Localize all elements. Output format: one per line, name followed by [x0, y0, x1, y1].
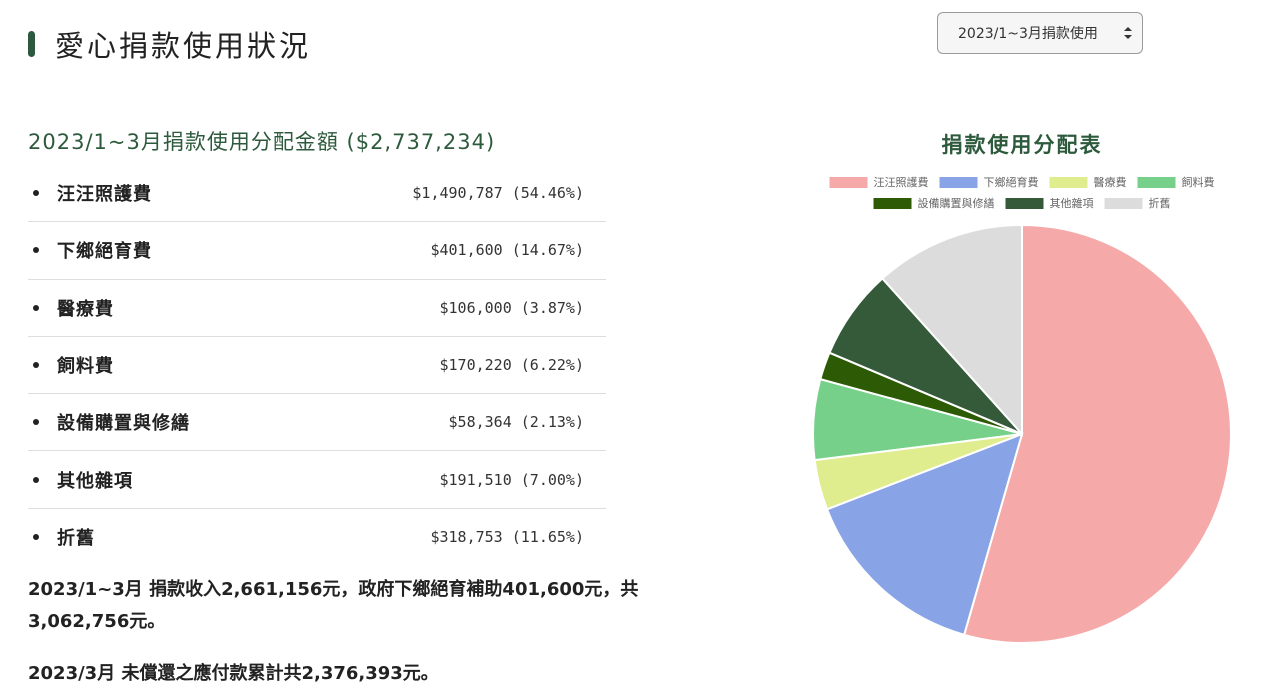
legend-swatch[interactable]	[1049, 177, 1088, 188]
payable-note: 2023/3月 未償還之應付款累計共2,376,393元。	[28, 663, 439, 684]
pie-slice[interactable]	[962, 223, 1232, 644]
legend-swatch[interactable]	[873, 198, 912, 209]
list-item: 設備購置與修繕 $58,364 (2.13%)	[28, 394, 606, 452]
bullet	[33, 362, 39, 369]
list-item: 飼料費 $170,220 (6.22%)	[28, 337, 606, 395]
income-note: 2023/1~3月 捐款收入2,661,156元，政府下鄉絕育補助401,600…	[28, 579, 639, 632]
bullet	[33, 247, 39, 254]
list-item: 下鄉絕育費 $401,600 (14.67%)	[28, 222, 606, 280]
bullet	[33, 190, 39, 197]
legend-swatch[interactable]	[1005, 198, 1044, 209]
up-down-arrows-icon	[1124, 27, 1132, 39]
legend-label[interactable]: 折舊	[1149, 196, 1171, 210]
title-bar-marker	[28, 31, 35, 57]
list-item: 汪汪照護費 $1,490,787 (54.46%)	[28, 165, 606, 223]
legend-label[interactable]: 飼料費	[1182, 175, 1215, 189]
legend-label[interactable]: 下鄉絕育費	[984, 175, 1039, 189]
period-select-value: 2023/1~3月捐款使用	[958, 26, 1098, 42]
item-value: $58,364 (2.13%)	[448, 413, 584, 432]
legend-label[interactable]: 醫療費	[1094, 175, 1127, 189]
bullet	[33, 419, 39, 426]
item-value: $401,600 (14.67%)	[430, 241, 584, 260]
pie-slice[interactable]	[880, 223, 1023, 437]
item-value: $191,510 (7.00%)	[439, 470, 585, 489]
legend-label[interactable]: 其他雜項	[1050, 196, 1094, 210]
legend-swatch[interactable]	[1137, 177, 1176, 188]
legend-label[interactable]: 汪汪照護費	[874, 175, 929, 189]
item-label: 汪汪照護費	[57, 184, 152, 206]
legend-label[interactable]: 設備購置與修繕	[918, 196, 995, 210]
legend-swatch[interactable]	[939, 177, 978, 188]
item-label: 折舊	[57, 528, 95, 550]
period-select[interactable]: 2023/1~3月捐款使用	[937, 12, 1143, 54]
pie-slice[interactable]	[825, 432, 1024, 637]
legend-swatch[interactable]	[1104, 198, 1143, 209]
bullet	[33, 304, 39, 311]
bullet	[33, 476, 39, 483]
list-item: 其他雜項 $191,510 (7.00%)	[28, 451, 606, 509]
item-label: 下鄉絕育費	[57, 241, 152, 263]
item-label: 飼料費	[57, 356, 114, 378]
item-value: $318,753 (11.65%)	[430, 528, 584, 547]
pie-slices	[812, 223, 1232, 644]
item-value: $1,490,787 (54.46%)	[412, 184, 584, 203]
pie-chart: 捐款使用分配表 汪汪照護費 下鄉絕育費 醫療費 飼料費設備購置與修繕 其他雜項 折舊	[800, 120, 1245, 650]
item-value: $170,220 (6.22%)	[439, 356, 585, 375]
list-item: 醫療費 $106,000 (3.87%)	[28, 280, 606, 337]
list-item: 折舊 $318,753 (11.65%)	[28, 509, 606, 566]
allocation-list: 汪汪照護費 $1,490,787 (54.46%) 下鄉絕育費 $401,600…	[28, 165, 606, 566]
legend-swatch[interactable]	[829, 177, 868, 188]
item-value: $106,000 (3.87%)	[439, 298, 585, 317]
page-title-text: 愛心捐款使用狀況	[55, 29, 312, 63]
chart-title: 捐款使用分配表	[942, 133, 1103, 157]
item-label: 醫療費	[57, 298, 114, 320]
allocation-heading: 2023/1~3月捐款使用分配金額 ($2,737,234)	[28, 130, 496, 154]
bullet	[33, 534, 39, 541]
page-title: 愛心捐款使用狀況	[28, 22, 311, 66]
item-label: 其他雜項	[57, 470, 133, 492]
item-label: 設備購置與修繕	[57, 413, 190, 435]
